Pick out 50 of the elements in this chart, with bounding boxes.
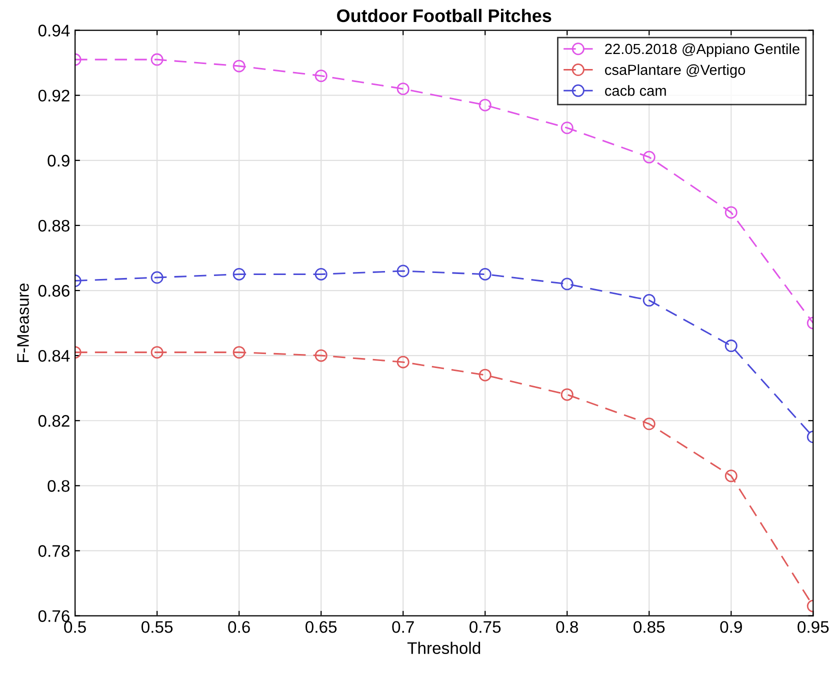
- x-tick-label: 0.85: [634, 621, 665, 633]
- x-tick-label: 0.95: [798, 621, 829, 633]
- point: [396, 356, 410, 368]
- point: [478, 98, 492, 112]
- chart-title: Outdoor Football Pitches: [337, 8, 552, 22]
- point: [478, 368, 492, 382]
- point: [150, 346, 164, 359]
- y-tick-label: 0.92: [38, 90, 70, 102]
- point: [232, 346, 246, 359]
- point: [396, 82, 410, 96]
- point: [314, 349, 328, 362]
- y-tick-label: 0.76: [38, 610, 70, 622]
- legend-label: csaPlantare @Vertigo: [605, 64, 746, 78]
- legend-label: cacb cam: [605, 85, 666, 96]
- point: [642, 294, 656, 307]
- point: [232, 60, 246, 72]
- y-tick-label: 0.86: [38, 284, 70, 297]
- x-tick-label: 0.55: [142, 621, 173, 633]
- point: [724, 340, 738, 352]
- point: [642, 150, 656, 164]
- y-tick-label: 0.78: [38, 545, 70, 557]
- x-tick-label: 0.5: [64, 621, 86, 633]
- y-tick-label: 0.84: [38, 350, 70, 362]
- point: [314, 268, 328, 280]
- point: [232, 268, 246, 280]
- x-axis-title: Threshold: [407, 642, 480, 654]
- y-tick-label: 0.82: [38, 415, 70, 427]
- x-tick-label: 0.9: [720, 621, 742, 633]
- y-tick-label: 0.94: [38, 24, 70, 36]
- y-tick-label: 0.8: [48, 480, 70, 492]
- point: [396, 264, 410, 278]
- y-axis-title: F-Measure: [17, 283, 29, 362]
- x-tick-label: 0.7: [392, 621, 414, 633]
- y-tick-label: 0.9: [48, 154, 70, 167]
- point: [150, 271, 164, 284]
- y-tick-label: 0.88: [38, 220, 70, 232]
- point: [560, 278, 574, 290]
- x-tick-label: 0.6: [228, 621, 250, 633]
- point: [478, 268, 492, 280]
- x-tick-label: 0.8: [556, 621, 578, 633]
- legend-label: 22.05.2018 @Appiano Gentile: [605, 43, 800, 58]
- point: [560, 388, 574, 401]
- point: [642, 418, 656, 430]
- x-tick-label: 0.75: [470, 621, 501, 633]
- point: [150, 53, 164, 66]
- point: [724, 470, 738, 482]
- point: [314, 70, 328, 82]
- point: [560, 122, 574, 134]
- x-tick-label: 0.65: [306, 621, 337, 633]
- point: [724, 206, 738, 219]
